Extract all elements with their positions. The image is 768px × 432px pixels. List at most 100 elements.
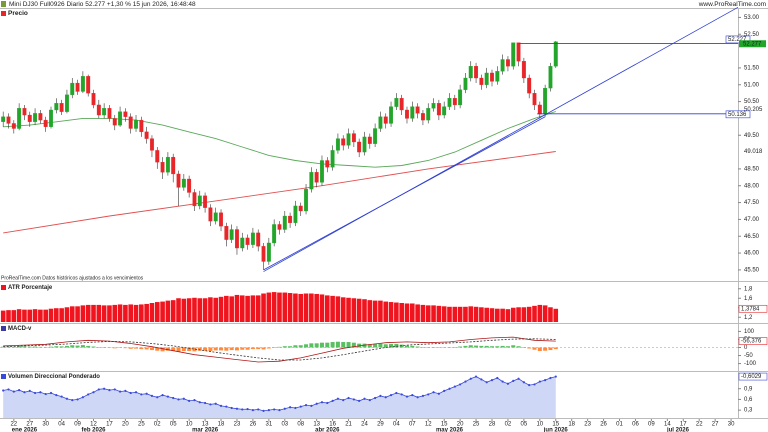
histogram-bar — [112, 347, 117, 349]
histogram-bar — [298, 345, 303, 348]
candle-body — [219, 212, 223, 227]
atr-bar — [277, 292, 282, 322]
y-tick-label: 0,9 — [744, 386, 753, 392]
volume-dot — [12, 390, 15, 393]
value-box — [738, 372, 768, 381]
histogram-bar — [373, 343, 378, 348]
volume-dot — [310, 404, 313, 407]
histogram-bar — [139, 347, 144, 350]
volume-dot — [432, 391, 435, 394]
candle-body — [155, 150, 160, 163]
atr-bar — [457, 306, 463, 322]
histogram-bar — [495, 346, 500, 348]
panel-icon — [1, 326, 6, 331]
histogram-bar — [543, 347, 548, 351]
atr-bar — [112, 304, 118, 322]
volume-dot — [421, 394, 425, 397]
candle-body — [86, 76, 91, 94]
volume-dot — [39, 391, 42, 394]
atr-bar — [160, 301, 165, 322]
atr-bar — [69, 306, 75, 322]
volume-dot — [395, 391, 398, 395]
y-tick-label: 46.50 — [744, 234, 760, 240]
volume-dot — [18, 389, 21, 392]
histogram-bar — [11, 346, 16, 348]
atr-bar — [6, 310, 11, 322]
atr-bar — [452, 306, 458, 322]
histogram-bar — [325, 342, 330, 348]
volume-dot — [299, 405, 302, 408]
histogram-bar — [149, 347, 154, 351]
volume-dot — [512, 379, 515, 382]
level-label: 52.227 — [728, 37, 747, 43]
atr-bar — [500, 308, 505, 322]
histogram-bar — [553, 347, 558, 350]
y-tick-label: 46.00 — [744, 251, 760, 257]
histogram-bar — [213, 347, 218, 351]
volume-dot — [283, 407, 286, 410]
volume-dot — [480, 378, 483, 381]
atr-bar — [32, 309, 38, 322]
atr-bar — [526, 306, 532, 322]
candle-body — [341, 138, 346, 146]
x-tick-label: 29 — [377, 422, 384, 428]
candle-body — [410, 106, 415, 119]
candle-body — [235, 229, 239, 249]
volume-dot — [44, 392, 47, 396]
volume-dot — [7, 388, 10, 391]
volume-dot — [2, 389, 5, 392]
histogram-bar — [96, 347, 101, 348]
histogram-bar — [335, 341, 340, 348]
volume-dot — [427, 393, 430, 396]
volume-dot — [188, 399, 191, 402]
volume-dot — [140, 393, 143, 396]
x-tick-label: 20 — [457, 422, 464, 428]
volume-dot — [118, 390, 122, 393]
volume-dot — [453, 385, 456, 388]
x-tick-label: 23 — [234, 422, 241, 428]
atr-bar — [532, 305, 537, 322]
panel-icon — [1, 374, 6, 379]
candle-body — [107, 108, 112, 119]
level-box — [725, 35, 751, 44]
candle-body — [458, 89, 463, 106]
candle-body — [6, 116, 11, 124]
atr-bar — [330, 295, 335, 322]
atr-bar — [186, 298, 192, 322]
histogram-bar — [362, 343, 367, 348]
candle-body — [314, 172, 319, 183]
x-tick-label: 10 — [186, 422, 193, 428]
volume-dot — [506, 382, 510, 385]
histogram-bar — [128, 347, 133, 349]
histogram-bar — [431, 347, 436, 348]
histogram-bar — [1, 346, 6, 348]
candle-body — [383, 116, 388, 124]
atr-bar — [239, 295, 245, 322]
candle-body — [150, 138, 154, 151]
candle-body — [192, 192, 197, 207]
candle-body — [373, 128, 378, 144]
atr-bar — [388, 302, 394, 322]
candle-body — [123, 111, 128, 117]
histogram-bar — [346, 342, 351, 348]
candle-body — [436, 103, 441, 116]
histogram-bar — [383, 344, 388, 348]
histogram-bar — [54, 346, 59, 348]
histogram-bar — [123, 347, 128, 349]
histogram-bar — [378, 343, 383, 348]
atr-bar — [144, 303, 149, 322]
atr-bar — [303, 293, 309, 322]
value-box — [738, 337, 768, 345]
volume-dot — [347, 396, 350, 400]
atr-bar — [218, 296, 224, 322]
x-tick-label: 18 — [218, 422, 225, 428]
header-title: Mini DJ30 Full0926 Diario 52.277 +1,30 %… — [9, 1, 196, 8]
volume-dot — [448, 387, 451, 390]
volume-dot — [522, 381, 525, 384]
y-tick-label: 49.50 — [744, 133, 760, 139]
candle-body — [229, 229, 234, 240]
x-tick-label: 15 — [441, 422, 448, 428]
candle-body — [367, 136, 372, 144]
volume-dot — [278, 409, 281, 412]
